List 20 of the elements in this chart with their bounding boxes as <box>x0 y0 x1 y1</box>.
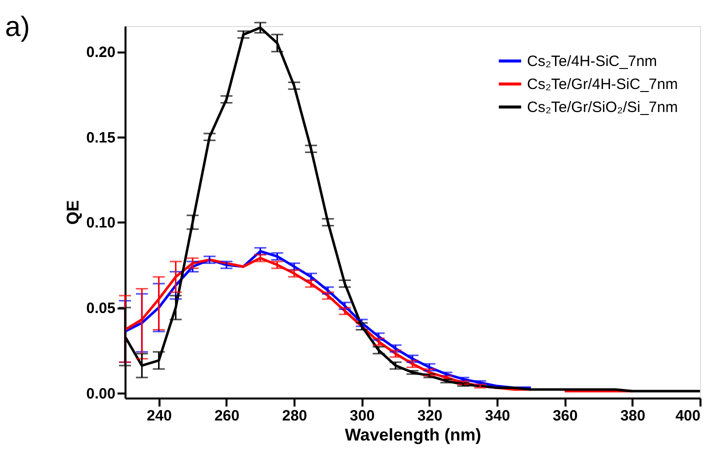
x-tick-label: 260 <box>214 408 240 424</box>
legend-label: Cs₂Te/Gr/SiO₂/Si_7nm <box>527 99 678 116</box>
x-tick-label: 280 <box>282 408 308 424</box>
x-tick-label: 320 <box>417 408 442 424</box>
text: a) <box>5 11 30 42</box>
y-axis-title: QE <box>63 200 82 225</box>
y-tick-label: 0.15 <box>86 129 116 146</box>
x-tick-label: 340 <box>485 408 510 424</box>
x-tick-label: 240 <box>146 408 172 424</box>
x-tick-label: 300 <box>350 408 375 424</box>
x-axis-title: Wavelength (nm) <box>344 426 482 444</box>
legend-label: Cs₂Te/Gr/4H-SiC_7nm <box>527 76 678 93</box>
x-tick-label: 380 <box>620 408 646 424</box>
legend-label: Cs₂Te/4H-SiC_7nm <box>527 53 658 70</box>
y-tick-label: 0.05 <box>86 300 116 318</box>
x-tick-label: 360 <box>552 408 578 424</box>
y-tick-label: 0.20 <box>86 44 116 62</box>
y-tick-label: 0.00 <box>86 385 116 402</box>
x-tick-label: 400 <box>675 408 700 424</box>
y-tick-label: 0.10 <box>86 214 116 232</box>
